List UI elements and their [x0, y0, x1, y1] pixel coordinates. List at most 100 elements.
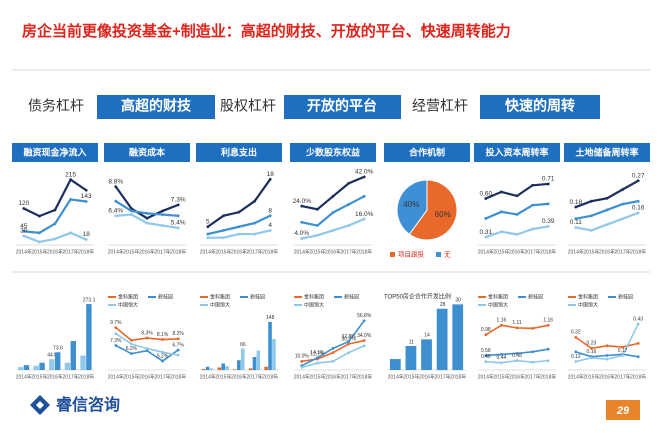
value-label: 14	[424, 333, 430, 339]
x-tick-label: 2017年	[615, 373, 631, 380]
page-number: 29	[616, 405, 630, 417]
line-point	[145, 349, 149, 353]
legend-label: 碧桂园	[344, 293, 359, 300]
value-label: 0.98	[481, 327, 491, 333]
line-point	[621, 188, 624, 191]
line-point	[531, 327, 534, 330]
column-title: 土地储备周转率	[575, 146, 638, 157]
legend-label: 中国恒大	[488, 301, 508, 308]
x-tick-label: 2018年	[262, 373, 278, 380]
x-tick-label: 2015年	[403, 373, 419, 380]
line-point	[590, 214, 593, 218]
line-point	[500, 190, 503, 194]
line-point	[331, 359, 335, 363]
slide-title: 房企当前更像投资基金+制造业：高超的财技、开放的平台、快速周转能力	[22, 22, 511, 40]
x-tick-label: 2016年	[599, 373, 615, 380]
value-label: 66	[240, 342, 246, 348]
line-point	[621, 345, 624, 349]
line-point	[176, 348, 180, 352]
value-label: 0.43	[633, 316, 643, 322]
x-tick-label: 2017年	[247, 373, 263, 380]
line-point	[331, 351, 335, 355]
value-label: 0.27	[632, 172, 645, 179]
x-tick-label: 2017年	[525, 248, 541, 255]
legend-label: 碧桂园	[250, 293, 265, 300]
line-point	[515, 232, 519, 236]
bar	[452, 304, 464, 370]
line-point	[331, 211, 335, 214]
bar	[80, 355, 86, 370]
x-tick-label: 2016年	[325, 248, 341, 255]
line-point	[222, 236, 225, 240]
value-label: 215	[65, 171, 76, 178]
line-point	[636, 355, 640, 359]
line-point	[515, 213, 519, 216]
line-point	[484, 360, 488, 364]
line-point	[114, 332, 118, 335]
x-tick-label: 2016年	[419, 373, 435, 380]
value-label: 32.8%	[342, 334, 357, 340]
line-point	[237, 225, 241, 229]
value-label: 10.0%	[295, 354, 310, 360]
value-label: 8	[268, 208, 272, 215]
line-point	[206, 225, 210, 229]
line-point	[114, 214, 118, 218]
line-point	[605, 354, 609, 357]
line-point	[206, 236, 210, 240]
line-point	[531, 203, 534, 207]
x-tick-label: 2018年	[170, 373, 186, 380]
x-tick-label: 2016年	[325, 373, 341, 380]
bar	[421, 339, 432, 370]
value-label: 0.39	[542, 218, 555, 225]
line-point	[500, 230, 503, 234]
line-point	[347, 203, 350, 206]
line-point	[605, 344, 609, 348]
value-label: 9.7%	[110, 320, 122, 326]
bar	[55, 352, 61, 370]
value-label: 44.8	[47, 353, 57, 359]
x-tick-label: 2016年	[139, 373, 155, 380]
x-tick-label: 2017年	[341, 373, 357, 380]
line-point	[636, 199, 640, 203]
bar	[248, 368, 253, 370]
value-label: 7.3%	[110, 338, 122, 344]
x-tick-label: 2014年	[294, 373, 310, 380]
bar	[233, 369, 237, 370]
column-header	[12, 143, 98, 162]
line-point	[130, 338, 133, 342]
value-label: 14.1%	[310, 350, 325, 356]
x-tick-label: 2014年	[108, 373, 124, 380]
value-label: 5.2%	[157, 353, 169, 359]
value-label: 30	[20, 228, 28, 235]
column-header	[196, 143, 282, 162]
value-label: 6.7%	[172, 342, 184, 348]
x-tick-label: 2014年	[294, 248, 310, 255]
bar	[70, 341, 76, 370]
value-label: 18	[83, 231, 91, 238]
line-point	[176, 214, 180, 218]
x-tick-label: 2018年	[356, 248, 372, 255]
value-label: 8.8%	[108, 178, 123, 185]
x-tick-label: 2017年	[63, 248, 79, 255]
line-point	[546, 347, 550, 351]
line-point	[362, 217, 366, 221]
line-point	[347, 340, 350, 343]
bar	[264, 366, 268, 370]
line-point	[130, 209, 133, 213]
line-point	[69, 231, 72, 235]
bar	[272, 339, 276, 370]
x-tick-label: 2017年	[341, 248, 357, 255]
line-point	[590, 346, 593, 350]
line-point	[130, 342, 133, 346]
line-point	[636, 179, 640, 183]
column-title: 融资现金净流入	[23, 146, 86, 157]
value-label: 24.0%	[293, 198, 312, 205]
line-series	[301, 218, 365, 240]
legend-label: 碧桂园	[618, 293, 633, 300]
x-tick-label: 2018年	[78, 373, 94, 380]
line-point	[114, 185, 118, 189]
line-point	[484, 354, 488, 357]
x-tick-label: 2018年	[630, 373, 646, 380]
legend-label: 金科集团	[210, 293, 230, 300]
line-series	[485, 202, 549, 220]
